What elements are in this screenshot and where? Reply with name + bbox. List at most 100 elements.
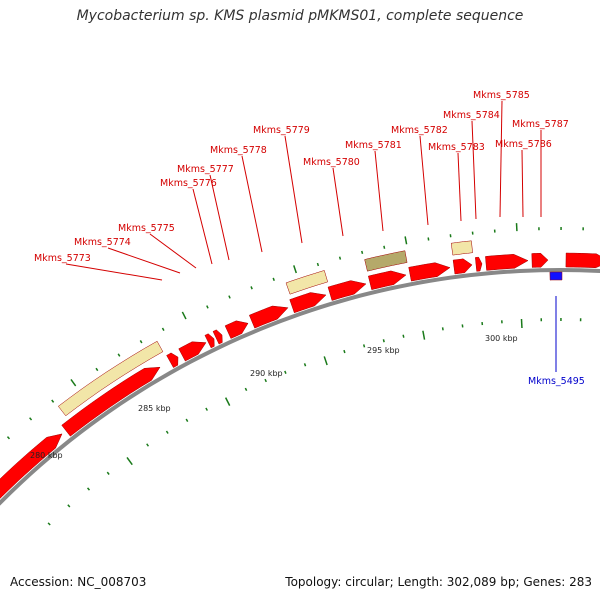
forward-gene-11 — [367, 270, 407, 291]
leader-line-8 — [332, 167, 344, 237]
gene-label-mkms-5779: Mkms_5779 — [253, 125, 310, 136]
gene-label-mkms-5776: Mkms_5776 — [160, 178, 217, 189]
gc-tick-inner — [264, 378, 267, 383]
leader-line-5 — [209, 174, 230, 261]
forward-gene-2 — [61, 366, 161, 437]
scale-label-285: 285 kbp — [138, 404, 171, 413]
leader-line-14 — [521, 149, 524, 218]
leader-line-4 — [192, 188, 213, 265]
leader-line-11 — [457, 152, 462, 222]
forward-gene-15 — [485, 254, 529, 271]
gene-label-mkms-5783: Mkms_5783 — [428, 142, 485, 153]
gc-tick-outer — [117, 353, 121, 357]
forward-gene-13 — [452, 258, 473, 275]
feature-bar-3 — [364, 250, 408, 272]
gc-tick-outer — [383, 245, 386, 249]
gene-label-mkms-5777: Mkms_5777 — [177, 164, 234, 175]
gene-label-mkms-5778: Mkms_5778 — [210, 145, 267, 156]
scale-label-280: 280 kbp — [30, 451, 63, 460]
gc-tick-outer — [361, 250, 364, 255]
gc-tick-inner — [165, 430, 169, 434]
leader-line-7 — [284, 135, 303, 244]
forward-gene-6 — [212, 329, 223, 345]
feature-bar-2 — [285, 270, 329, 295]
forward-gene-7 — [224, 320, 249, 339]
feature-bar-4 — [450, 240, 473, 256]
gc-tick-outer — [139, 340, 143, 344]
gc-tick-inner — [343, 349, 346, 354]
gene-label-mkms-5775: Mkms_5775 — [118, 223, 175, 234]
gene-label-mkms-5786: Mkms_5786 — [495, 139, 552, 150]
gc-tick-outer — [404, 236, 408, 245]
gene-label-mkms-5781: Mkms_5781 — [345, 140, 402, 151]
gene-label-mkms-5780: Mkms_5780 — [303, 157, 360, 168]
scale-label-300: 300 kbp — [485, 334, 518, 343]
map-title: Mycobacterium sp. KMS plasmid pMKMS01, c… — [76, 8, 524, 24]
forward-gene-14 — [475, 256, 483, 272]
gc-tick-outer — [338, 256, 342, 260]
gc-tick-inner — [47, 522, 51, 526]
gc-tick-outer — [161, 327, 165, 331]
feature-bar-1 — [57, 340, 164, 417]
gene-label-mkms-5495: Mkms_5495 — [528, 376, 585, 387]
forward-gene-12 — [408, 262, 451, 282]
backbone-arc — [0, 267, 600, 506]
scale-label-290: 290 kbp — [250, 369, 283, 378]
leader-line-13 — [499, 100, 503, 218]
gc-tick-inner — [126, 456, 133, 466]
forward-gene-17 — [565, 252, 600, 269]
gc-tick-inner — [224, 397, 231, 406]
forward-gene-10 — [327, 280, 367, 301]
gc-tick-outer — [95, 367, 99, 372]
gene-label-mkms-5774: Mkms_5774 — [74, 237, 131, 248]
gc-tick-inner — [284, 370, 287, 374]
gc-tick-outer — [6, 436, 11, 440]
gene-label-mkms-5787: Mkms_5787 — [512, 119, 569, 130]
gc-tick-outer — [181, 311, 187, 320]
gc-tick-inner — [402, 334, 405, 338]
forward-gene-3 — [166, 352, 179, 368]
forward-gene-4 — [178, 341, 207, 362]
scale-label-295: 295 kbp — [367, 346, 400, 355]
gc-tick-inner — [303, 363, 307, 367]
gc-tick-inner — [106, 471, 110, 475]
gc-tick-outer — [250, 286, 253, 290]
gene-label-mkms-5782: Mkms_5782 — [391, 125, 448, 136]
forward-gene-16 — [531, 252, 549, 268]
gc-tick-inner — [185, 418, 189, 423]
gc-tick-outer — [272, 277, 275, 282]
forward-gene-8 — [248, 305, 289, 329]
gene-labels: Mkms_5773 Mkms_5774 Mkms_5775 Mkms_5776 … — [34, 90, 585, 387]
leader-line-10 — [419, 135, 429, 226]
accession-label: Accession: NC_008703 — [10, 575, 147, 589]
gc-tick-inner — [362, 344, 366, 348]
gc-tick-inner — [67, 504, 71, 508]
topology-summary: Topology: circular; Length: 302,089 bp; … — [285, 575, 592, 589]
gc-tick-outer — [293, 265, 298, 274]
gc-tick-inner — [86, 487, 91, 491]
forward-gene-1 — [0, 433, 63, 499]
leader-line-1 — [65, 263, 163, 281]
gc-ticks-inner — [47, 317, 582, 526]
feature-bars — [57, 240, 473, 417]
gc-tick-outer — [51, 399, 55, 403]
gc-tick-inner — [323, 356, 328, 366]
gc-ticks-outer — [6, 223, 584, 440]
reverse-gene-1 — [549, 271, 563, 281]
reverse-genes — [549, 271, 563, 281]
gc-tick-inner — [146, 443, 150, 447]
leader-line-9 — [374, 150, 384, 232]
gc-tick-outer — [316, 262, 320, 267]
gc-tick-outer — [70, 379, 77, 387]
gc-tick-inner — [382, 339, 385, 343]
gc-tick-inner — [422, 330, 426, 340]
gc-tick-inner — [244, 387, 248, 392]
gene-label-mkms-5785: Mkms_5785 — [473, 90, 530, 101]
forward-gene-5 — [204, 333, 215, 349]
leader-line-2 — [107, 247, 181, 274]
gc-tick-outer — [228, 295, 231, 299]
leader-line-6 — [241, 155, 263, 253]
gc-tick-outer — [206, 305, 209, 309]
scale-labels: 280 kbp 285 kbp 290 kbp 295 kbp 300 kbp — [30, 334, 518, 460]
